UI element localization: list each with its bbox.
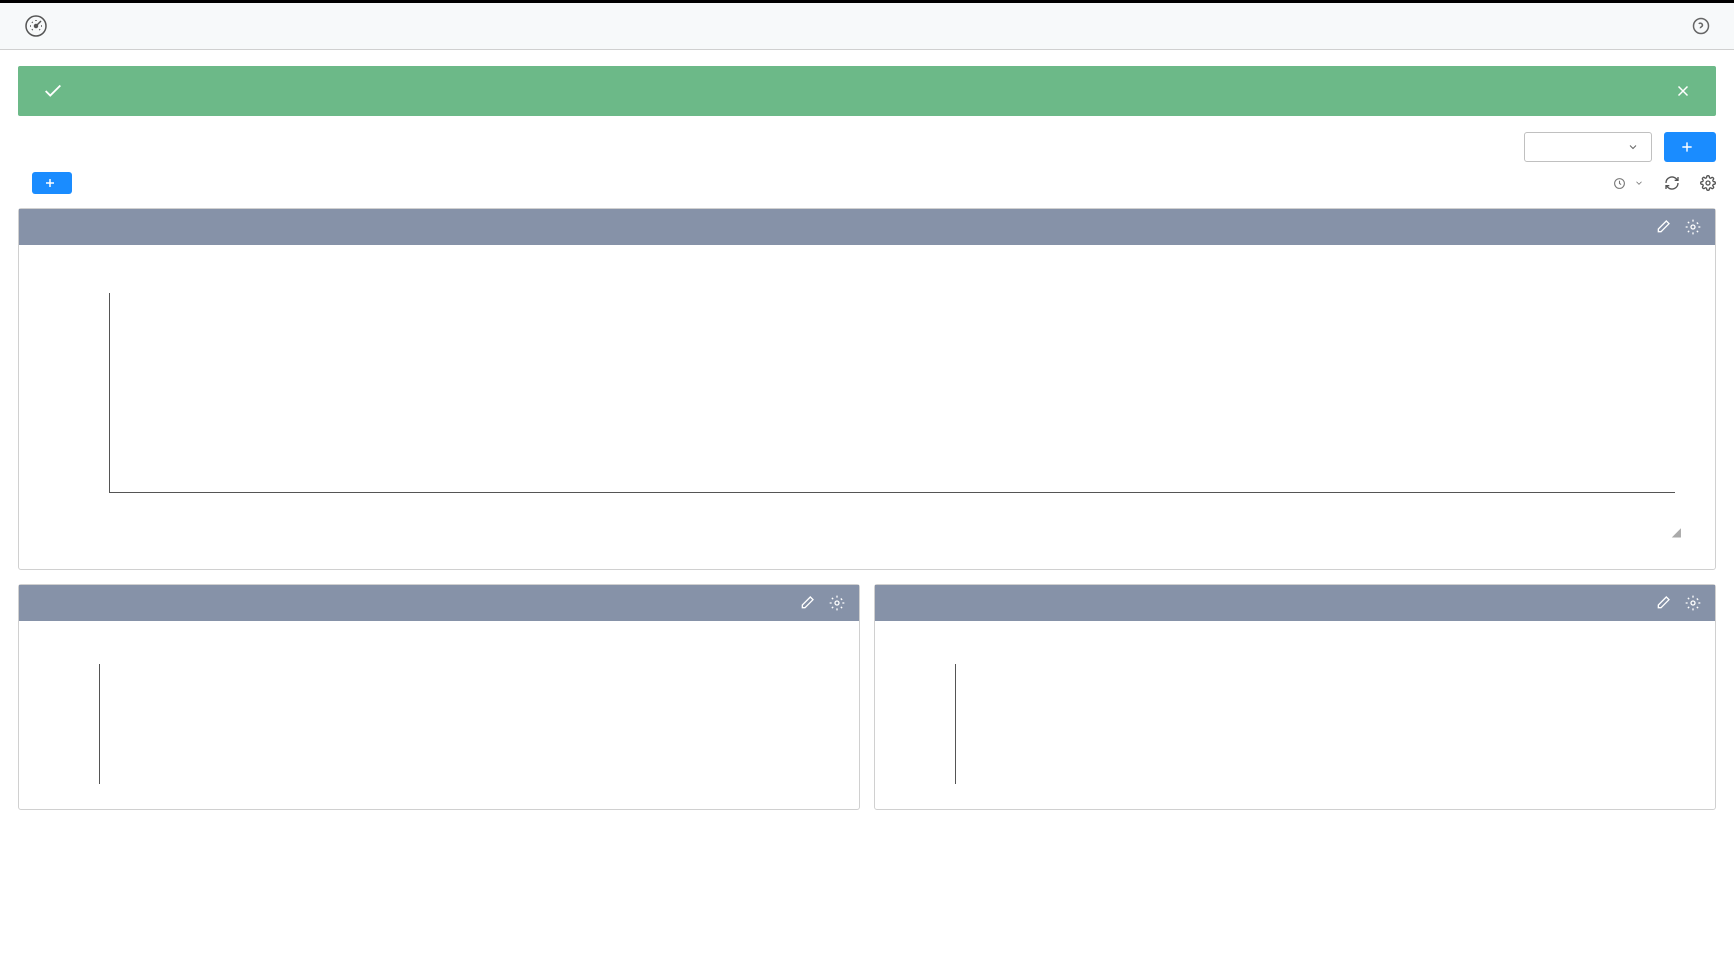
controls-row [18,132,1716,162]
refresh-icon[interactable] [1664,175,1680,191]
filters-text [905,635,1685,649]
pencil-icon[interactable] [799,595,815,611]
panel-header [19,585,859,621]
filters-text [49,635,829,649]
area-chart [905,659,1685,789]
pencil-icon[interactable] [1655,219,1671,235]
topbar [0,0,1734,50]
add-chart-button[interactable] [32,172,72,194]
clock-icon [1613,177,1626,190]
panel-header [875,585,1715,621]
title-row [18,172,1716,194]
check-icon [42,80,64,102]
chevron-down-icon [1627,141,1639,153]
success-banner [18,66,1716,116]
gear-icon[interactable] [1685,595,1701,611]
gear-icon[interactable] [1700,175,1716,191]
panel-header [19,209,1715,245]
plus-icon [44,177,56,189]
dashboard-icon [24,14,48,38]
panel-radar-performance: ◢ [18,208,1716,570]
bar-chart: ◢ [49,283,1685,543]
gear-icon[interactable] [1685,219,1701,235]
banner-message [92,82,101,100]
time-range-picker[interactable] [1613,177,1644,190]
panel-openmix-reasons [874,584,1716,810]
dashboard-select[interactable] [1524,132,1652,162]
plus-icon [1680,140,1694,154]
gear-icon[interactable] [829,595,845,611]
add-dashboard-button[interactable] [1664,132,1716,162]
resize-handle[interactable]: ◢ [1672,525,1681,539]
panel-openmix-decisions [18,584,860,810]
pencil-icon[interactable] [1655,595,1671,611]
filters-text [49,259,1685,273]
chevron-down-icon [1634,178,1644,188]
line-chart [49,659,829,789]
close-icon[interactable] [1674,82,1692,100]
help-icon[interactable] [1692,17,1710,35]
